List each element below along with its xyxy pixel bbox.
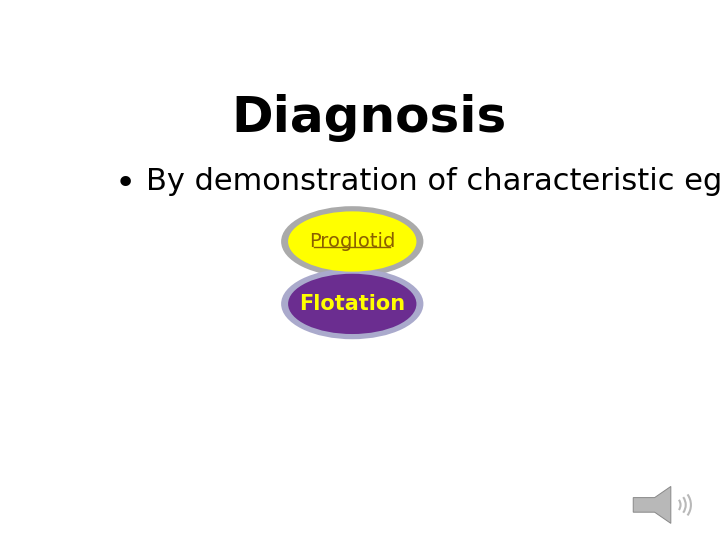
- Text: •: •: [115, 167, 136, 201]
- Polygon shape: [634, 487, 671, 523]
- Text: By demonstration of characteristic eggs: By demonstration of characteristic eggs: [145, 167, 720, 195]
- Text: Flotation: Flotation: [300, 294, 405, 314]
- Text: Proglotid: Proglotid: [309, 232, 395, 251]
- Ellipse shape: [281, 268, 423, 339]
- Text: Diagnosis: Diagnosis: [231, 94, 507, 142]
- Ellipse shape: [281, 206, 423, 277]
- Ellipse shape: [288, 211, 416, 272]
- Ellipse shape: [288, 274, 416, 334]
